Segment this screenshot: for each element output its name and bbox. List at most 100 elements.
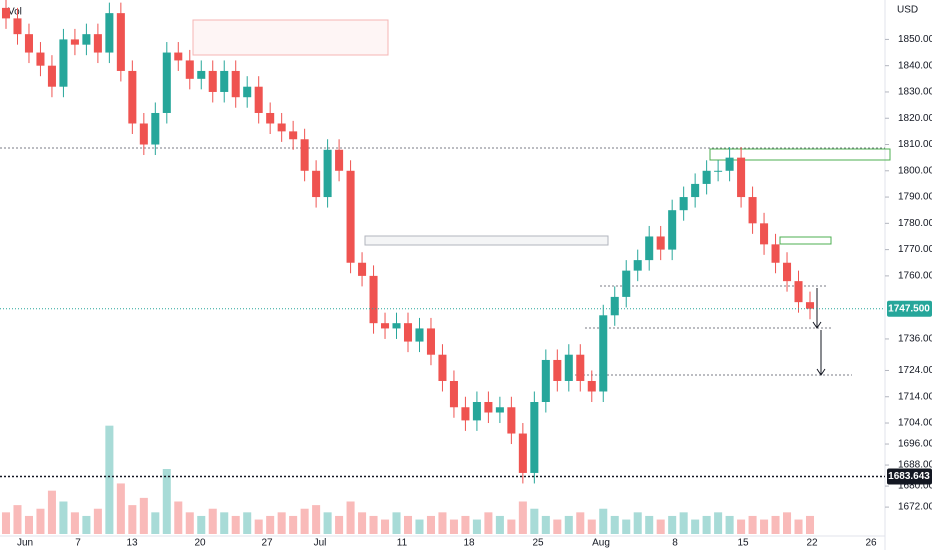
volume-bar <box>70 512 79 534</box>
candle-body <box>59 39 68 87</box>
volume-bar <box>24 515 33 534</box>
volume-bar <box>59 501 68 534</box>
volume-bar <box>461 515 470 534</box>
volume-bar <box>622 519 631 534</box>
candle-body <box>323 149 332 198</box>
volume-bar <box>702 515 711 534</box>
candle-body <box>415 328 424 342</box>
candle-body <box>622 270 631 297</box>
candle-body <box>702 170 711 184</box>
candle-body <box>82 34 91 45</box>
volume-bar <box>185 512 194 534</box>
volume-bar <box>415 519 424 534</box>
candle-body <box>231 70 240 98</box>
candle-body <box>725 157 734 171</box>
volume-bar <box>507 519 516 534</box>
candle-body <box>541 359 550 402</box>
candle-body <box>346 170 355 263</box>
candle-body <box>587 380 596 392</box>
volume-bar <box>587 519 596 534</box>
volume-bar <box>805 515 815 534</box>
x-tick-label: 18 <box>463 538 475 549</box>
x-tick-label: Jul <box>314 538 327 549</box>
candle-body <box>564 354 573 381</box>
candle-body <box>105 13 114 53</box>
volume-bar <box>691 519 700 534</box>
volume-bar <box>105 425 114 534</box>
volume-bar <box>93 508 102 534</box>
y-tick-label: 1760.000 <box>898 271 932 282</box>
candle-body <box>277 123 286 132</box>
candle-body <box>392 323 401 329</box>
candle-body <box>93 34 102 53</box>
x-tick-label: 26 <box>865 538 877 549</box>
volume-bar <box>484 512 493 534</box>
volume-bar <box>300 508 309 534</box>
x-tick-label: 13 <box>126 538 138 549</box>
candle-body <box>472 402 481 421</box>
volume-bar <box>346 501 355 534</box>
candle-body <box>507 407 516 434</box>
volume-bar <box>541 515 550 534</box>
volume-bar <box>645 515 654 534</box>
candle-body <box>162 52 171 113</box>
volume-bar <box>610 515 619 534</box>
volume-bar <box>277 512 286 534</box>
volume-bar <box>576 512 585 534</box>
volume-bar <box>748 515 757 534</box>
volume-bar <box>392 512 401 534</box>
volume-bar <box>668 515 677 534</box>
candle-body <box>691 183 700 198</box>
x-tick-label: 22 <box>806 538 818 549</box>
candle-body <box>358 262 367 276</box>
candle-body <box>24 34 33 53</box>
candle-body <box>381 323 390 329</box>
x-tick-label: 20 <box>194 538 206 549</box>
candle-body <box>530 402 539 473</box>
candle-body <box>576 354 585 381</box>
candle-body <box>220 70 229 92</box>
volume-bar <box>1 512 11 534</box>
volume-bar <box>174 501 183 534</box>
candle-body <box>13 18 22 35</box>
volume-bar <box>369 515 378 534</box>
volume-bar <box>312 505 321 534</box>
volume-bar <box>518 501 527 534</box>
y-tick-label: 1770.000 <box>898 244 932 255</box>
volume-bar <box>139 497 148 534</box>
drawings <box>0 19 891 376</box>
zone-box <box>709 148 891 161</box>
arrow <box>812 288 826 376</box>
x-tick-label: Aug <box>592 538 610 549</box>
y-tick-label: 1688.000 <box>898 460 932 471</box>
candle-body <box>243 86 252 98</box>
candle-body <box>438 354 447 381</box>
zone-box <box>779 236 832 245</box>
candle-body <box>495 407 504 413</box>
volume-bar <box>495 515 504 534</box>
price-tag-label: 1747.500 <box>888 303 930 314</box>
candle-body <box>266 112 275 124</box>
volume-bar <box>36 508 45 534</box>
volume-bar <box>254 519 263 534</box>
volume-bar <box>289 515 298 534</box>
candle-body <box>369 275 378 324</box>
volume-bar <box>162 469 171 534</box>
currency-label: USD <box>897 5 918 16</box>
candle-body <box>668 210 677 250</box>
y-tick-label: 1850.000 <box>898 34 932 45</box>
volume-bar <box>335 515 344 534</box>
volume-bar <box>449 519 458 534</box>
y-tick-label: 1736.000 <box>898 334 932 345</box>
volume-bar <box>323 512 332 534</box>
x-tick-label: 8 <box>672 538 678 549</box>
y-tick-label: 1810.000 <box>898 139 932 150</box>
candle-body <box>737 157 746 198</box>
x-tick-label: 27 <box>261 538 273 549</box>
volume-bar <box>783 512 792 534</box>
volume-bar <box>771 515 780 534</box>
x-tick-label: 11 <box>397 538 408 549</box>
candle-body <box>116 13 125 71</box>
volume-bar <box>243 512 252 534</box>
